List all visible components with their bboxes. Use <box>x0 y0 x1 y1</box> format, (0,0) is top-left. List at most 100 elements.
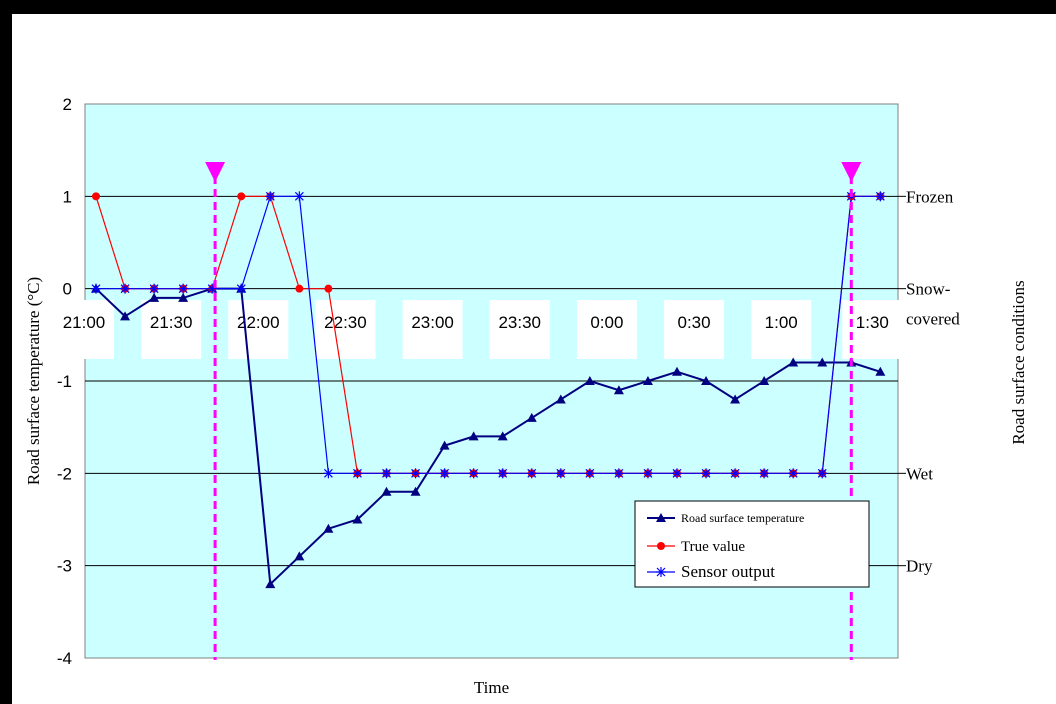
event-marker-icon <box>205 162 226 182</box>
event-marker-icon <box>841 162 862 182</box>
data-point <box>875 191 886 202</box>
data-point <box>817 468 828 479</box>
data-point <box>613 468 624 479</box>
data-point <box>788 468 799 479</box>
legend-label: Road surface temperature <box>681 511 804 525</box>
data-point <box>642 376 653 385</box>
data-point <box>91 283 101 294</box>
data-point <box>730 394 741 404</box>
data-point <box>295 284 304 293</box>
data-point <box>236 283 247 294</box>
data-point <box>584 468 595 479</box>
y-tick-label: -3 <box>57 557 72 576</box>
data-point <box>149 283 160 294</box>
y-tick-label: -2 <box>57 464 72 483</box>
data-point <box>642 468 653 479</box>
data-point <box>468 468 479 479</box>
legend-marker <box>657 542 665 550</box>
data-point <box>555 468 566 479</box>
data-point <box>352 468 363 479</box>
data-point <box>701 468 712 479</box>
data-point <box>468 431 479 441</box>
data-point <box>294 551 305 561</box>
x-tick-label: 0:00 <box>590 313 623 332</box>
data-point <box>410 486 421 496</box>
data-point <box>92 192 100 201</box>
data-point <box>497 431 508 441</box>
data-point <box>439 440 450 450</box>
data-point <box>672 468 682 479</box>
series-line <box>96 195 881 474</box>
data-point <box>759 468 770 479</box>
data-point <box>120 311 131 321</box>
x-tick-label: 1:30 <box>856 313 889 332</box>
legend <box>634 500 870 588</box>
x-tick-label: 0:30 <box>678 313 711 332</box>
data-point <box>149 292 160 302</box>
data-point <box>439 468 450 479</box>
data-point <box>875 366 886 376</box>
legend-marker <box>656 567 666 577</box>
x-tick-label: 21:00 <box>63 313 106 332</box>
condition-label: covered <box>906 309 960 328</box>
x-tick-box <box>228 300 289 359</box>
chart: 2 1 0 -1 -2 -3 -4 21:00 21:30 22:00 22:30 23:00 23:3… <box>24 95 1028 697</box>
x-tick-box <box>751 300 812 359</box>
legend-marker <box>656 513 666 522</box>
data-point <box>294 191 305 202</box>
data-point <box>352 514 363 524</box>
x-tick-box <box>315 300 376 359</box>
data-point <box>324 284 333 293</box>
x-tick-label: 21:30 <box>150 313 193 332</box>
condition-label: Frozen <box>906 187 954 206</box>
x-tick-box <box>664 300 725 359</box>
x-tick-label: 22:00 <box>237 313 280 332</box>
x-tick-label: 1:00 <box>765 313 798 332</box>
data-point <box>788 357 799 367</box>
data-point <box>120 283 131 294</box>
data-point <box>410 468 421 479</box>
legend-label: True value <box>681 539 745 555</box>
y-tick-label: -1 <box>57 372 72 391</box>
data-point <box>497 468 508 479</box>
y-tick-label: 0 <box>63 280 72 299</box>
chart-frame: 2 1 0 -1 -2 -3 -4 21:00 21:30 22:00 22:30 23:00 23:3… <box>12 14 1056 704</box>
x-tick-label: 23:00 <box>411 313 454 332</box>
x-tick-box <box>402 300 463 359</box>
data-point <box>526 412 537 422</box>
y-tick-label: 1 <box>63 187 72 206</box>
x-tick-box <box>576 300 637 359</box>
data-point <box>178 283 189 294</box>
y-tick-label: 2 <box>63 95 72 114</box>
y2-axis-title: Road surface conditions <box>1009 280 1028 444</box>
condition-label: Wet <box>906 464 933 483</box>
data-point <box>237 192 246 201</box>
data-point <box>672 366 682 376</box>
condition-label: Dry <box>906 557 933 576</box>
data-point <box>817 357 828 367</box>
data-point <box>555 394 566 404</box>
data-point <box>381 486 392 496</box>
x-tick-box <box>489 300 550 359</box>
y-tick-label: -4 <box>57 649 72 668</box>
condition-label: Snow- <box>906 280 951 299</box>
data-point <box>381 468 392 479</box>
x-tick-box <box>141 300 202 359</box>
data-point <box>730 468 741 479</box>
data-point <box>323 523 334 533</box>
data-point <box>265 191 276 202</box>
data-point <box>265 579 276 589</box>
data-point <box>323 468 334 479</box>
data-point <box>613 385 624 395</box>
data-point <box>584 376 595 385</box>
data-point <box>207 283 218 294</box>
data-point <box>701 376 712 385</box>
data-point <box>759 376 770 385</box>
x-axis-title: Time <box>474 678 509 697</box>
x-tick-box <box>54 300 114 359</box>
x-tick-label: 22:30 <box>324 313 367 332</box>
data-point <box>526 468 537 479</box>
y-axis-title: Road surface temperature (°C) <box>24 277 43 485</box>
legend-label: Sensor output <box>681 562 775 581</box>
x-tick-label: 23:30 <box>498 313 541 332</box>
